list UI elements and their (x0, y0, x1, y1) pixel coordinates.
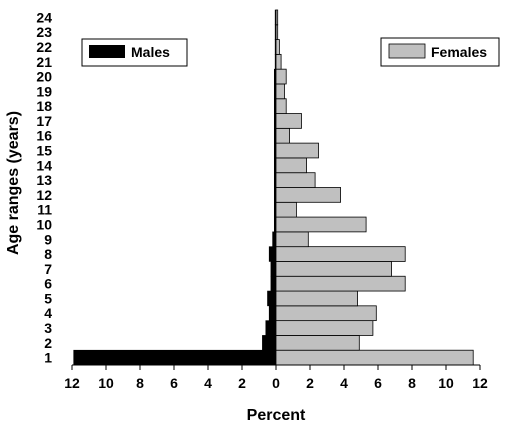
x-axis-title: Percent (247, 407, 306, 424)
y-tick-label: 20 (36, 69, 52, 85)
bar-females-13 (275, 172, 316, 188)
bar-females-9 (275, 231, 309, 248)
bar-females-14 (275, 157, 308, 174)
y-tick-label: 1 (44, 350, 52, 366)
legend-females-swatch (388, 43, 426, 59)
bar-females-12 (275, 187, 341, 203)
bar-males-5 (267, 290, 277, 307)
y-tick-label: 3 (44, 320, 52, 336)
bar-females-8 (275, 246, 406, 262)
bar-males-1 (73, 349, 277, 366)
y-tick-label: 6 (44, 276, 52, 292)
bar-females-10 (275, 216, 367, 233)
y-tick-label: 15 (36, 143, 52, 159)
bar-females-4 (275, 305, 377, 322)
bar-males-2 (262, 335, 277, 351)
x-tick-label: 10 (438, 375, 454, 391)
x-tick-label: 4 (340, 375, 348, 391)
x-tick-label: 0 (272, 375, 280, 391)
bar-females-16 (275, 127, 291, 144)
x-tick-label: 8 (408, 375, 416, 391)
y-tick-label: 9 (44, 231, 52, 247)
legend-females-label: Females (431, 44, 487, 60)
legend-males: Males (81, 38, 188, 67)
y-tick-label: 22 (36, 39, 52, 55)
bar-females-23 (275, 24, 279, 40)
bar-females-2 (275, 335, 360, 351)
bar-females-11 (275, 201, 297, 218)
bar-females-15 (275, 142, 319, 159)
bar-males-8 (268, 246, 277, 262)
y-tick-label: 12 (36, 187, 52, 203)
y-tick-label: 5 (44, 290, 52, 306)
bar-females-22 (275, 39, 280, 55)
y-tick-label: 18 (36, 98, 52, 114)
y-tick-label: 8 (44, 246, 52, 262)
bar-males-6 (270, 275, 277, 292)
x-tick-label: 12 (64, 375, 80, 391)
y-tick-label: 14 (36, 157, 52, 173)
bar-males-3 (265, 320, 277, 336)
legend-males-swatch (89, 45, 125, 58)
x-tick-label: 6 (374, 375, 382, 391)
y-tick-label: 4 (44, 305, 52, 321)
y-tick-label: 17 (36, 113, 52, 129)
x-tick-label: 2 (306, 375, 314, 391)
y-tick-label: 10 (36, 216, 52, 232)
y-tick-label: 24 (36, 9, 52, 25)
x-axis: 12 10 8 6 4 2 0 2 4 6 8 10 12 (64, 364, 488, 391)
y-tick-label: 19 (36, 83, 52, 99)
y-tick-label: 2 (44, 335, 52, 351)
bar-females-21 (275, 53, 282, 70)
x-tick-label: 12 (472, 375, 488, 391)
bar-females-3 (275, 320, 374, 336)
bar-males-9 (272, 231, 277, 247)
legend-females: Females (380, 37, 500, 67)
bar-females-1 (275, 349, 474, 366)
y-axis-title: Age ranges (years) (5, 111, 22, 255)
y-tick-label: 7 (44, 261, 52, 277)
y-tick-label: 11 (37, 202, 52, 218)
bar-females-18 (275, 98, 287, 114)
x-tick-label: 10 (98, 375, 114, 391)
bar-males-7 (270, 261, 277, 277)
y-tick-label: 23 (36, 24, 52, 40)
x-tick-label: 8 (136, 375, 144, 391)
bar-females-6 (275, 275, 406, 292)
x-tick-label: 4 (204, 375, 212, 391)
y-tick-label: 21 (36, 54, 52, 70)
bar-females-20 (275, 68, 287, 85)
bar-males-4 (268, 305, 277, 321)
x-tick-label: 2 (238, 375, 246, 391)
bar-females-17 (275, 113, 302, 129)
bar-females-7 (275, 261, 392, 277)
y-tick-label: 16 (36, 128, 52, 144)
bars-group (73, 9, 474, 366)
bar-females-24 (275, 9, 279, 26)
x-tick-label: 6 (170, 375, 178, 391)
bar-females-5 (275, 290, 358, 307)
y-tick-label: 13 (36, 172, 52, 188)
legend-males-label: Males (131, 44, 170, 60)
bar-females-19 (275, 83, 285, 100)
